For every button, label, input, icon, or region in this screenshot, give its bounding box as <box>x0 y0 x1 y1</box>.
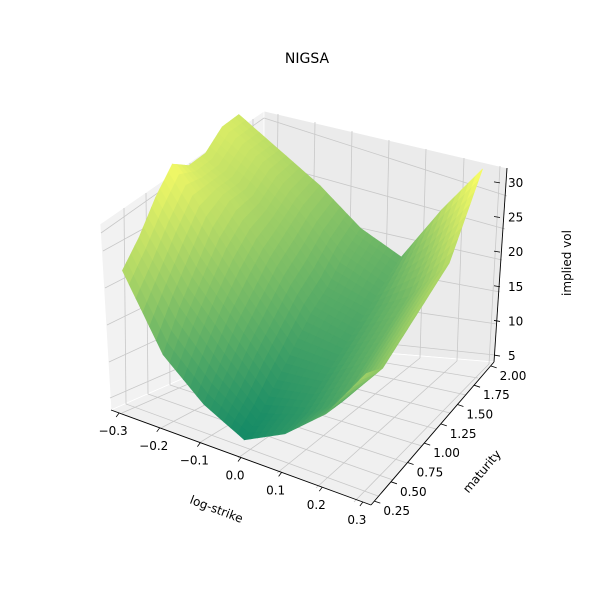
tick-mark <box>457 404 464 407</box>
back-grid-line <box>488 165 501 365</box>
tick-mark <box>115 412 120 418</box>
tick-mark <box>493 320 501 322</box>
tick-label: 1.75 <box>483 388 510 402</box>
tick-mark <box>490 365 497 369</box>
y-axis-label: maturity <box>460 447 504 495</box>
tick-mark <box>473 384 481 388</box>
tick-label: 30 <box>508 176 523 190</box>
z-axis-line <box>493 167 508 363</box>
surface-cell <box>359 371 371 381</box>
tick-mark <box>390 481 398 485</box>
tick-label: 0.50 <box>400 485 427 499</box>
tick-mark <box>278 472 282 477</box>
tick-label: 0.2 <box>307 498 326 512</box>
z-axis-label: implied vol <box>560 230 574 296</box>
floor-grid-line <box>353 363 490 503</box>
tick-label: −0.1 <box>180 454 209 468</box>
x-axis-label: log-strike <box>188 493 245 526</box>
tick-mark <box>197 442 201 447</box>
tick-label: 20 <box>508 245 523 259</box>
tick-mark <box>318 486 323 492</box>
floor-grid-line <box>315 360 458 489</box>
tick-label: 0.0 <box>225 469 244 483</box>
tick-mark <box>493 216 501 218</box>
tick-mark <box>237 457 242 462</box>
tick-label: 1.00 <box>433 446 460 460</box>
tick-label: 0.3 <box>347 513 366 527</box>
tick-mark <box>493 250 501 253</box>
y-axis-line <box>370 361 495 506</box>
tick-label: 0.1 <box>266 483 285 497</box>
tick-mark <box>424 442 431 446</box>
tick-mark <box>493 181 501 184</box>
tick-mark <box>156 427 161 433</box>
back-grid-line <box>263 117 508 197</box>
tick-mark <box>359 501 364 507</box>
tick-label: 25 <box>508 211 523 225</box>
tick-mark <box>407 462 414 465</box>
left-grid-line <box>123 207 127 405</box>
chart-title: NIGSA <box>285 51 330 67</box>
surface <box>122 114 483 441</box>
ticks: −0.3 −0.2 −0.1 0.0 0.1 0.2 0.3 0.25 0.50 0.75 1.00… <box>99 176 527 527</box>
tick-label: 1.25 <box>450 427 477 441</box>
tick-label: 0.75 <box>417 465 444 479</box>
tick-mark <box>493 354 501 357</box>
floor-grid-line <box>147 393 394 481</box>
tick-mark <box>374 500 381 504</box>
floor-grid-line <box>125 403 379 497</box>
tick-label: −0.3 <box>99 424 128 438</box>
tick-label: 5 <box>508 349 516 363</box>
tick-mark <box>440 423 447 427</box>
floor-grid-line <box>276 357 421 474</box>
tick-mark <box>493 285 501 288</box>
tick-label: 1.50 <box>466 408 493 422</box>
tick-label: −0.2 <box>139 439 168 453</box>
tick-label: 10 <box>508 314 523 328</box>
tick-label: 15 <box>508 280 523 294</box>
tick-label: 0.25 <box>383 504 410 518</box>
tick-label: 2.00 <box>500 369 527 383</box>
